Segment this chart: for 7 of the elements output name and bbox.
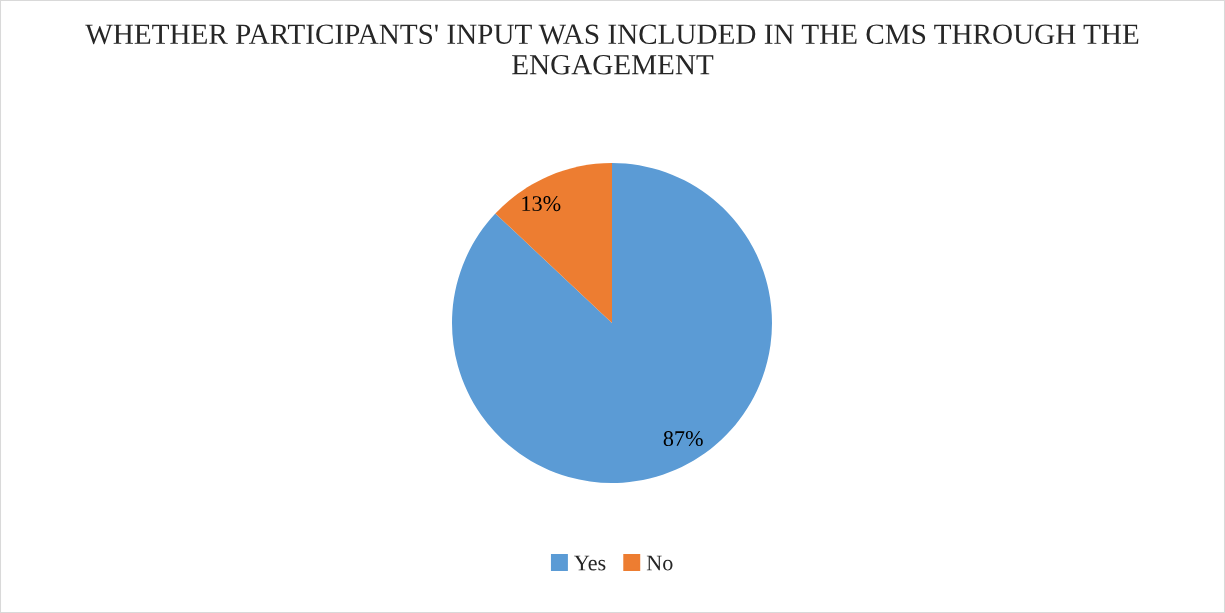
data-label: 13% (522, 196, 561, 212)
legend-label: Yes (574, 555, 606, 571)
data-label: 87% (663, 431, 703, 447)
pie-slice (452, 163, 772, 483)
chart-title: WHETHER PARTICIPANTS' INPUT WAS INCLUDED IN THE CMS THROUGH THE ENGAGEMENT (85, 24, 1139, 75)
pie-slice (495, 163, 612, 323)
legend-label: No (646, 555, 673, 571)
